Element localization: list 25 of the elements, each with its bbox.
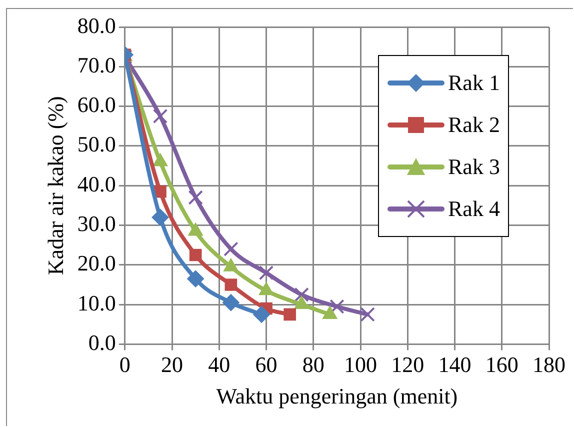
y-tick-label: 50.0	[77, 132, 116, 157]
x-tick-label: 80	[302, 352, 324, 378]
y-tick-label: 60.0	[77, 92, 116, 118]
x-tick-label: 140	[438, 352, 472, 378]
y-axis-title: Kadar air kakao (%)	[42, 96, 68, 276]
y-tick-label: 0.0	[88, 330, 116, 355]
legend-label: Rak 2	[448, 112, 500, 138]
legend-label: Rak 3	[448, 154, 500, 180]
x-tick-label: 160	[485, 352, 518, 378]
legend-label: Rak 4	[448, 196, 500, 222]
x-axis-title: Waktu pengeringan (menit)	[216, 384, 458, 409]
x-tick-label: 120	[391, 352, 424, 378]
legend-label: Rak 1	[448, 70, 500, 96]
x-tick-label: 100	[344, 352, 378, 378]
y-tick-label: 30.0	[77, 211, 116, 236]
x-tick-label: 60	[255, 352, 278, 378]
y-tick-label: 80.0	[77, 12, 116, 38]
y-tick-label: 10.0	[77, 290, 116, 316]
x-tick-label: 180	[532, 352, 566, 378]
y-tick-label: 40.0	[77, 171, 116, 196]
x-tick-label: 40	[208, 352, 230, 378]
y-tick-label: 70.0	[77, 52, 116, 78]
x-tick-label: 20	[161, 352, 184, 378]
x-tick-label: 0	[119, 352, 130, 378]
y-tick-label: 20.0	[77, 250, 116, 276]
